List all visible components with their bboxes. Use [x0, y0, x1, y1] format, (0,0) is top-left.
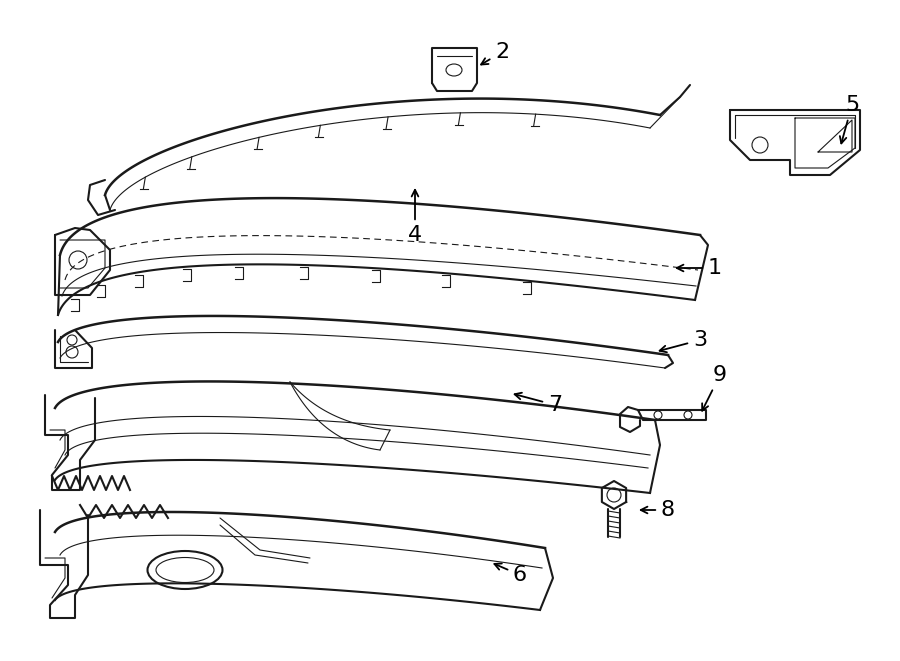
Text: 8: 8 — [641, 500, 675, 520]
Text: 6: 6 — [494, 563, 527, 585]
Text: 3: 3 — [660, 330, 707, 352]
Text: 5: 5 — [840, 95, 860, 143]
Text: 1: 1 — [677, 258, 722, 278]
Text: 4: 4 — [408, 190, 422, 245]
Text: 9: 9 — [702, 365, 727, 410]
Text: 7: 7 — [515, 393, 562, 415]
Text: 2: 2 — [482, 42, 509, 65]
